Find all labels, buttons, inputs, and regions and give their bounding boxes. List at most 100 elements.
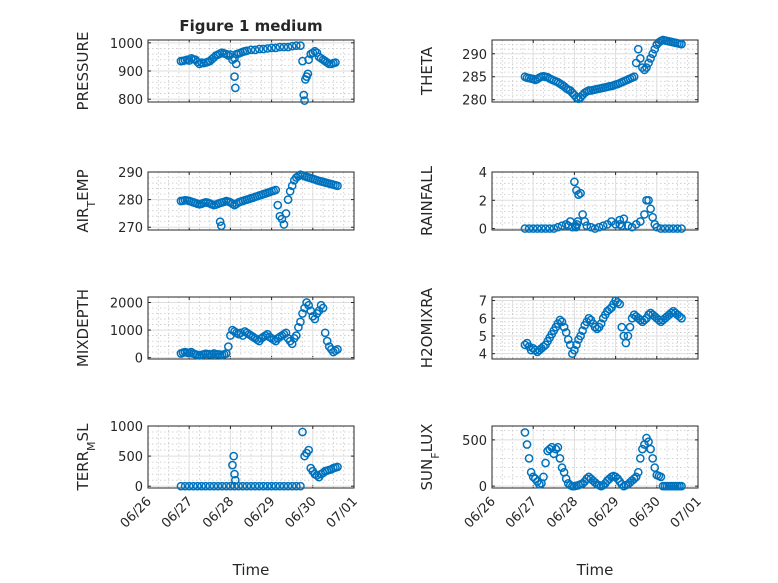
data-point: [574, 190, 583, 199]
data-point: [596, 319, 606, 328]
data-point: [215, 217, 225, 227]
data-point: [640, 210, 649, 219]
data-point: [294, 322, 303, 332]
data-point: [230, 469, 239, 479]
y-tick-label: 1000: [110, 324, 143, 339]
data-point: [333, 181, 342, 191]
data-point: [310, 46, 320, 56]
data-point: [296, 317, 305, 327]
subplot-6: 4 5 6 7 H2OMIXRA: [418, 287, 699, 368]
data-point: [582, 221, 592, 231]
data-point: [250, 481, 260, 491]
data-point: [677, 224, 686, 233]
subplot-3: 270 280 290 AIRTEMP: [74, 166, 355, 236]
data-point: [549, 449, 559, 459]
data-point: [333, 345, 342, 354]
y-tick-label: 2000: [110, 297, 143, 312]
data-point: [201, 481, 211, 491]
data-point: [537, 224, 546, 233]
y-axis-label: PRESSURE: [74, 32, 92, 111]
data-point: [650, 44, 660, 54]
y-axis-label: H2OMIXRA: [418, 287, 436, 368]
subplot-5: 0 1000 2000 MIXDEPTH: [74, 289, 355, 367]
data-point: [230, 481, 239, 491]
data-point: [193, 57, 202, 67]
data-point: [590, 322, 600, 332]
data-point: [283, 195, 293, 204]
data-point: [553, 222, 563, 232]
data-point: [209, 481, 219, 491]
data-point: [638, 63, 647, 72]
data-point: [524, 454, 534, 463]
data-point: [646, 54, 655, 63]
data-point: [648, 49, 658, 59]
data-point: [275, 481, 285, 491]
data-point: [254, 44, 264, 54]
data-point: [553, 442, 563, 452]
data-point: [228, 460, 237, 470]
data-point: [287, 481, 297, 491]
data-point: [271, 185, 281, 195]
data-point: [557, 317, 567, 327]
data-point: [300, 96, 309, 105]
data-point: [644, 58, 653, 68]
y-tick-label: 270: [118, 221, 143, 236]
data-point: [586, 222, 596, 232]
data-point: [613, 297, 623, 307]
y-tick-label: 280: [462, 94, 487, 109]
data-point: [291, 481, 301, 491]
x-tick-label: 06/28: [200, 494, 237, 531]
data-point: [322, 336, 332, 346]
y-axis-label: AIRTEMP: [74, 169, 98, 232]
data-point: [283, 42, 293, 52]
x-tick-label: 06/29: [241, 494, 278, 531]
data-point: [590, 224, 600, 233]
x-tick-label: 06/30: [627, 494, 664, 531]
data-point: [592, 324, 602, 334]
y-tick-label: 5: [479, 330, 487, 345]
data-point: [677, 39, 686, 49]
data-point: [304, 300, 314, 310]
data-point: [298, 56, 307, 66]
data-point: [287, 41, 297, 51]
x-tick-label: 06/27: [503, 494, 540, 531]
subplot-8: 06/26 06/27 06/28 06/29 06/30 07/01 0 500 SUNFLU…: [418, 424, 705, 532]
data-point: [259, 44, 268, 54]
data-point: [640, 65, 649, 75]
data-point: [246, 481, 256, 491]
data-point: [298, 309, 307, 318]
data-point: [555, 454, 565, 463]
data-point: [221, 49, 231, 59]
x-tick-label: 06/29: [585, 494, 622, 531]
data-point: [555, 315, 565, 325]
data-point: [578, 326, 587, 336]
y-tick-label: 0: [479, 223, 487, 238]
data-point: [520, 224, 530, 233]
data-point: [652, 222, 662, 232]
data-point: [267, 481, 276, 491]
data-point: [238, 481, 248, 491]
data-point: [217, 481, 227, 491]
data-point: [271, 43, 281, 53]
data-point: [308, 48, 318, 58]
data-point: [322, 58, 332, 67]
data-point: [677, 313, 686, 323]
data-point: [598, 221, 608, 231]
data-point: [660, 224, 670, 233]
data-point: [545, 224, 555, 233]
data-point: [644, 195, 653, 205]
data-point: [230, 72, 239, 81]
data-point: [648, 454, 658, 463]
data-point: [629, 72, 639, 82]
data-point: [539, 472, 548, 482]
data-point: [279, 42, 289, 52]
y-axis-label: RAINFALL: [418, 165, 436, 236]
y-tick-label: 800: [118, 93, 143, 108]
y-tick-label: 500: [118, 450, 143, 465]
y-tick-label: 290: [462, 48, 487, 63]
data-point: [567, 222, 577, 232]
data-point: [605, 305, 614, 314]
y-tick-label: 2: [479, 194, 487, 209]
data-point: [573, 217, 583, 226]
